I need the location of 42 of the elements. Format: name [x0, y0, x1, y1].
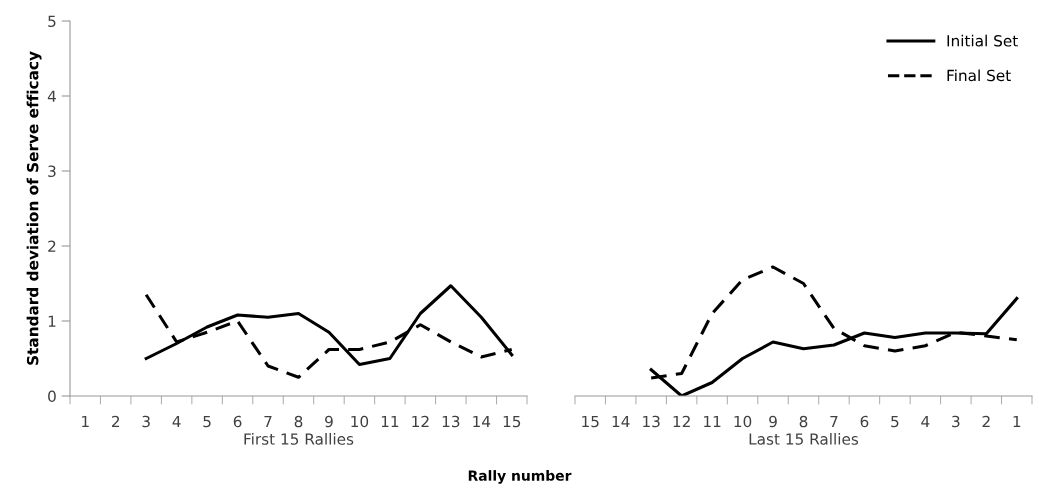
x-tick-label: 10	[351, 415, 369, 428]
x-tick-label: 11	[381, 415, 399, 428]
x-tick-label: 6	[860, 415, 869, 428]
x-tick-label: 4	[921, 415, 930, 428]
x-tick-label: 3	[952, 415, 960, 428]
x-tick-label: 12	[412, 415, 429, 428]
x-tick-label: 15	[582, 415, 599, 428]
y-tick-label: 2	[48, 240, 56, 252]
x-tick-label: 14	[612, 415, 630, 428]
x-tick-label: 8	[799, 415, 808, 428]
x-tick-label: 2	[111, 415, 120, 428]
x-tick-label: 6	[233, 415, 242, 428]
x-tick-label: 5	[891, 415, 899, 428]
x-tick-label: 13	[643, 415, 660, 428]
y-tick-label: 5	[48, 15, 56, 28]
x-tick-label: 14	[473, 415, 491, 428]
y-tick-label: 3	[48, 165, 56, 178]
x-tick-label: 15	[503, 415, 521, 428]
legend-label: Final Set	[947, 69, 1011, 82]
y-tick-label: 0	[48, 390, 56, 403]
x-tick-label: 1	[82, 415, 89, 428]
x-tick-label: 12	[673, 415, 690, 428]
x-tick-label: 8	[294, 415, 303, 428]
x-tick-label: 4	[172, 415, 181, 428]
x-tick-label: 7	[264, 415, 272, 428]
x-tick-label: 11	[704, 415, 721, 428]
x-tick-label: 9	[325, 415, 333, 428]
x-axis-title: First 15 Rallies	[244, 433, 354, 445]
y-tick-label: 4	[47, 90, 56, 102]
x-axis-title: Last 15 Rallies	[749, 433, 859, 445]
text: Rally number	[468, 470, 572, 484]
x-tick-label: 3	[142, 415, 150, 428]
x-tick-label: 5	[203, 415, 211, 428]
x-tick-label: 1	[1013, 415, 1021, 428]
x-tick-label: 13	[442, 415, 460, 428]
y-axis-title: Standard deviation of Serve efficacy	[26, 51, 42, 365]
y-tick-label: 1	[48, 315, 56, 327]
x-tick-label: 10	[734, 415, 752, 428]
x-tick-label: 2	[982, 415, 990, 428]
x-tick-label: 9	[769, 415, 777, 428]
x-tick-label: 7	[830, 415, 838, 428]
legend-label: Initial Set	[947, 34, 1018, 47]
